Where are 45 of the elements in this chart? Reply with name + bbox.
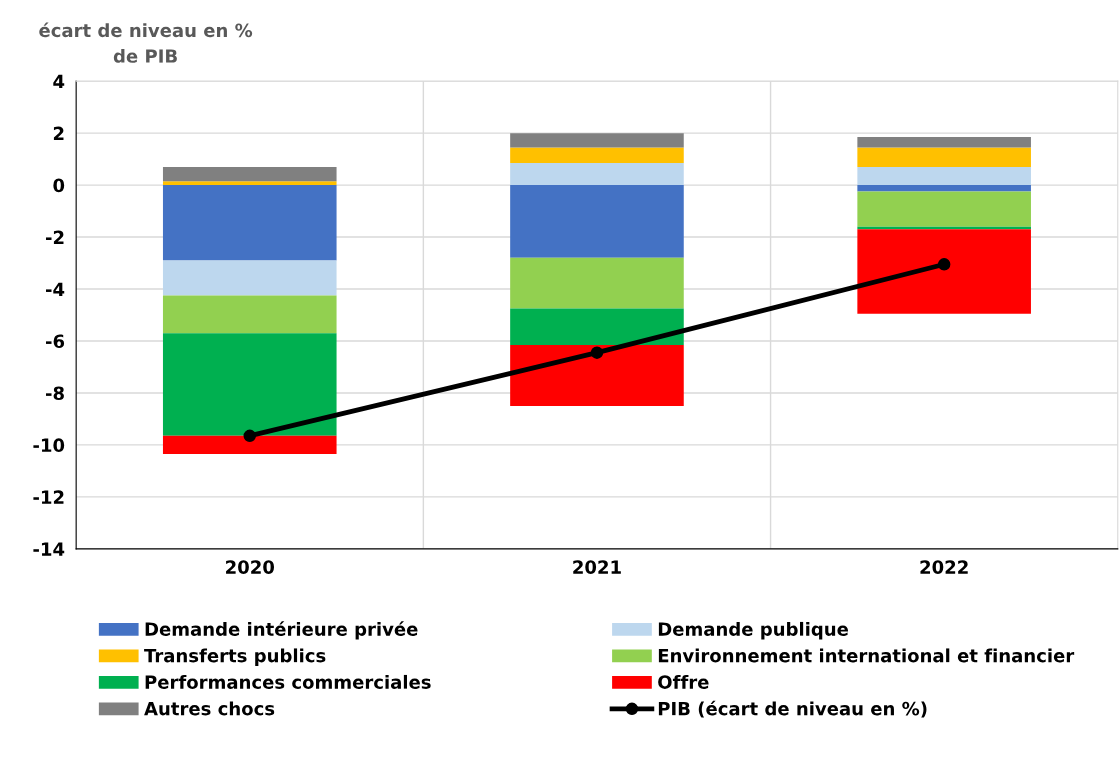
point [590, 346, 604, 359]
bar [857, 191, 1031, 227]
bar [857, 147, 1031, 167]
point [937, 258, 951, 271]
y-tick-label: 0 [53, 178, 65, 193]
point [243, 429, 257, 443]
legend-label: PIB (écart de niveau en %) [658, 700, 927, 718]
bar [857, 137, 1031, 148]
y-tick-label: -12 [33, 490, 64, 504]
y-tick-label: -2 [45, 230, 64, 244]
bar [162, 181, 337, 186]
bar [162, 260, 337, 296]
bar [162, 295, 337, 334]
y-tick-label: -10 [33, 438, 65, 453]
y-tick-label: 4 [53, 74, 65, 89]
legend-label: Environnement international et financier [658, 648, 1075, 663]
bar [510, 185, 684, 258]
y-tick-label: -14 [33, 542, 65, 556]
y-tick-label: 2 [53, 126, 64, 140]
bar [857, 166, 1031, 186]
legend-label: Offre [658, 674, 709, 689]
bar [162, 185, 337, 261]
y-tick-label: -8 [45, 386, 64, 401]
bar [510, 163, 684, 186]
x-tick-label: 2022 [920, 560, 968, 574]
bar [162, 333, 337, 436]
bar [857, 185, 1031, 192]
bar [162, 166, 337, 182]
legend-label: Demande publique [658, 621, 849, 640]
y-tick-label: -4 [45, 282, 65, 296]
y-axis-title: écart de niveau en % de PIB [39, 22, 253, 63]
legend-label: Autres chocs [144, 701, 275, 716]
bar [510, 308, 684, 345]
bar [162, 435, 337, 454]
y-tick-label: -6 [45, 334, 65, 349]
bar [510, 133, 684, 148]
bar [857, 229, 1031, 314]
bar [510, 147, 684, 164]
x-tick-label: 2021 [573, 560, 621, 574]
bar [510, 257, 684, 309]
x-tick-label: 2020 [226, 560, 275, 574]
legend-label: Demande intérieure privée [145, 621, 418, 640]
bar [510, 344, 684, 406]
legend-label: Transferts publics [144, 648, 326, 666]
legend-label: Performances commerciales [145, 674, 431, 689]
